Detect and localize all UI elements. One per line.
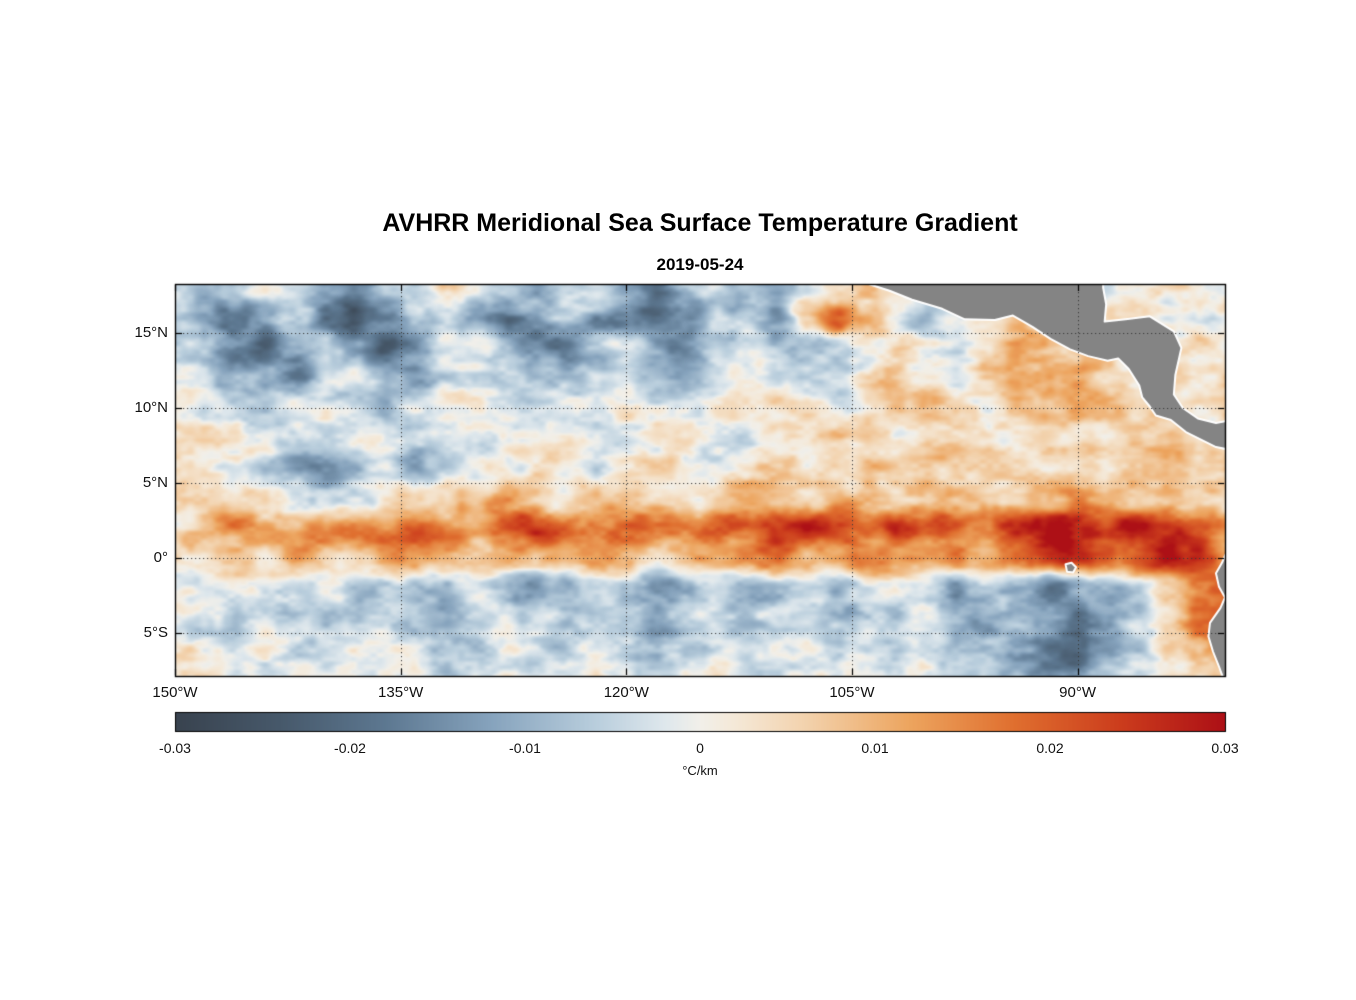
chart-date: 2019-05-24	[656, 255, 744, 274]
colorbar-unit-label: °C/km	[682, 763, 718, 778]
chart-title: AVHRR Meridional Sea Surface Temperature…	[382, 209, 1018, 237]
